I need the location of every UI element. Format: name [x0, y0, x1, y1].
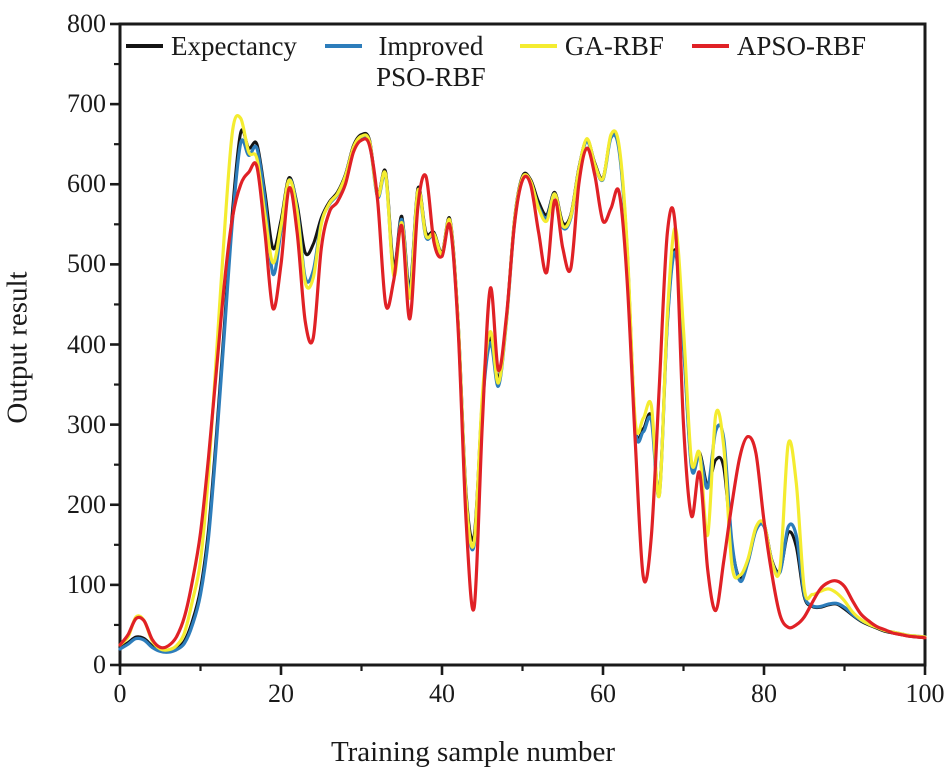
legend-line-swatch [324, 44, 362, 48]
y-tick-label: 500 [67, 249, 106, 279]
x-tick-label: 60 [590, 679, 616, 708]
x-tick-label: 80 [751, 679, 777, 708]
legend-line-swatch [126, 44, 163, 48]
legend-item-improved-pso-rbf: Improved PSO-RBF [324, 31, 492, 93]
series-line-ga-rbf [118, 114, 927, 652]
legend-item-expectancy: Expectancy [126, 31, 297, 62]
x-axis-title: Training sample number [330, 736, 616, 768]
legend-label: Improved PSO-RBF [376, 31, 486, 93]
y-tick-label: 700 [67, 89, 106, 119]
y-tick-label: 0 [93, 650, 106, 679]
y-axis-title: Output result [1, 271, 34, 424]
x-tick-label: 40 [429, 679, 455, 708]
y-tick-label: 300 [67, 409, 106, 439]
legend: Expectancy Improved PSO-RBF GA-RBF APSO-RBF [126, 31, 866, 93]
legend-label: APSO-RBF [736, 31, 866, 61]
y-tick-label: 600 [67, 169, 106, 199]
legend-item-apso-rbf: APSO-RBF [691, 31, 866, 62]
x-tick-label: 20 [268, 679, 294, 708]
y-tick-label: 400 [67, 329, 106, 359]
legend-label: GA-RBF [564, 31, 664, 61]
legend-line-swatch [519, 44, 557, 48]
y-tick-label: 800 [67, 9, 106, 38]
x-tick-label: 0 [113, 679, 127, 708]
series-line-apso-rbf [118, 137, 927, 650]
legend-line-swatch [691, 44, 729, 48]
y-tick-label: 200 [67, 489, 106, 519]
legend-label: Expectancy [171, 31, 297, 61]
x-tick-label: 100 [905, 679, 945, 708]
legend-item-ga-rbf: GA-RBF [519, 31, 664, 62]
y-tick-label: 100 [67, 569, 106, 599]
